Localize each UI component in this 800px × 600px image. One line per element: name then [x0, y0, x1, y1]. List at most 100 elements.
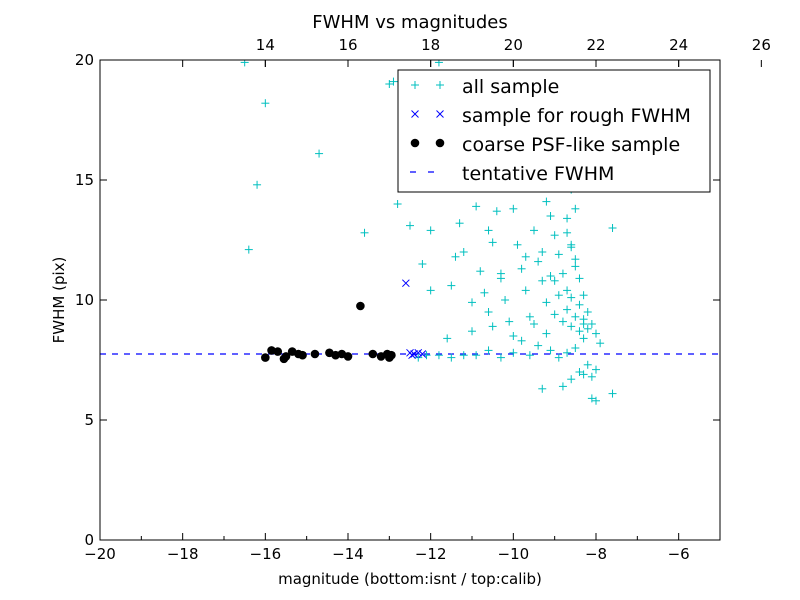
all-sample-point	[554, 291, 563, 300]
all-sample-point	[558, 317, 567, 326]
rough-fwhm-point	[408, 351, 416, 360]
all-sample-point	[567, 375, 576, 384]
all-sample-point	[546, 346, 555, 355]
y-axis-label: FWHM (pix)	[50, 257, 68, 344]
all-sample-point	[567, 322, 576, 331]
all-sample-point	[571, 312, 580, 321]
all-sample-point	[550, 276, 559, 285]
all-sample-point	[550, 231, 559, 240]
legend-swatch-rough-fwhm	[411, 110, 419, 118]
all-sample-point	[517, 336, 526, 345]
all-sample-point	[455, 219, 464, 228]
all-sample-point	[484, 226, 493, 235]
y-tick-label: 5	[84, 411, 94, 429]
legend-swatch-all-sample	[411, 81, 419, 89]
all-sample-point	[385, 80, 394, 88]
x-tick-label: −18	[167, 545, 199, 563]
psf-sample-point	[298, 350, 307, 360]
chart-title: FWHM vs magnitudes	[312, 12, 507, 33]
psf-sample-point	[368, 349, 378, 359]
all-sample-point	[538, 276, 547, 285]
all-sample-point	[447, 281, 456, 290]
all-sample-point	[509, 332, 518, 340]
all-sample-point	[583, 308, 592, 316]
x-tick-label: −20	[84, 545, 116, 563]
all-sample-point	[501, 296, 510, 304]
all-sample-point	[434, 60, 443, 67]
all-sample-point	[261, 99, 270, 108]
all-sample-point	[459, 248, 468, 256]
all-sample-point	[480, 288, 489, 297]
all-sample-point	[426, 286, 435, 295]
all-sample-point	[579, 291, 588, 300]
all-sample-point	[596, 339, 605, 348]
all-sample-point	[546, 212, 555, 220]
all-sample-point	[389, 77, 398, 86]
all-sample-point	[393, 200, 402, 208]
psf-sample-point	[261, 353, 270, 362]
all-sample-point	[459, 351, 468, 360]
y-tick-label: 10	[75, 291, 94, 309]
legend-label-all-sample: all sample	[462, 76, 559, 98]
all-sample-point	[530, 226, 538, 235]
all-sample-point	[579, 370, 588, 379]
all-sample-point	[542, 197, 551, 206]
all-sample-point	[542, 329, 551, 338]
all-sample-point	[579, 334, 588, 343]
all-sample-point	[360, 228, 369, 237]
psf-sample-point	[356, 301, 365, 311]
all-sample-point	[426, 226, 435, 235]
all-sample-point	[608, 389, 617, 398]
all-sample-point	[534, 341, 543, 350]
all-sample-point	[583, 360, 592, 369]
all-sample-point	[521, 252, 530, 261]
all-sample-point	[575, 368, 584, 376]
all-sample-point	[521, 286, 530, 295]
all-sample-point	[468, 298, 476, 307]
legend-swatch-psf-sample	[435, 138, 445, 148]
y-tick-label: 0	[84, 531, 94, 549]
legend-swatch-psf-sample	[410, 138, 420, 148]
psf-sample-point	[281, 352, 291, 361]
all-sample-point	[505, 317, 514, 326]
all-sample-point	[571, 344, 580, 352]
all-sample-point	[315, 149, 324, 158]
all-sample-point	[513, 240, 522, 249]
all-sample-point	[558, 269, 567, 278]
all-sample-point	[542, 298, 551, 307]
all-sample-point	[563, 214, 572, 223]
legend-label-rough-fwhm: sample for rough FWHM	[462, 105, 691, 127]
all-sample-point	[525, 312, 534, 321]
all-sample-point	[488, 238, 497, 247]
legend-swatch-rough-fwhm	[436, 110, 444, 118]
all-sample-point	[509, 348, 518, 357]
all-sample-point	[575, 327, 584, 336]
psf-sample-point	[387, 350, 396, 360]
all-sample-point	[583, 324, 592, 333]
data-marks	[100, 60, 720, 405]
legend-swatches	[410, 81, 446, 173]
top-tick-label: 18	[421, 36, 440, 54]
x-tick-label: −6	[668, 545, 690, 563]
legend-label-tentative-fwhm: tentative FWHM	[462, 163, 614, 185]
all-sample-point	[517, 264, 526, 273]
legend-label-psf-sample: coarse PSF-like sample	[462, 134, 680, 156]
all-sample-point	[468, 327, 476, 336]
all-sample-point	[476, 267, 485, 276]
all-sample-point	[472, 351, 481, 360]
top-tick-label: 22	[586, 36, 605, 54]
all-sample-point	[608, 224, 617, 232]
all-sample-point	[530, 320, 538, 328]
all-sample-point	[253, 180, 262, 189]
all-sample-point	[509, 204, 518, 213]
all-sample-point	[571, 255, 580, 264]
all-sample-point	[592, 396, 600, 405]
all-sample-point	[563, 228, 572, 237]
all-sample-point	[525, 351, 534, 360]
x-tick-label: −16	[250, 545, 282, 563]
all-sample-point	[567, 243, 576, 252]
all-sample-point	[472, 202, 481, 211]
all-sample-point	[434, 351, 443, 360]
all-sample-point	[579, 320, 588, 328]
